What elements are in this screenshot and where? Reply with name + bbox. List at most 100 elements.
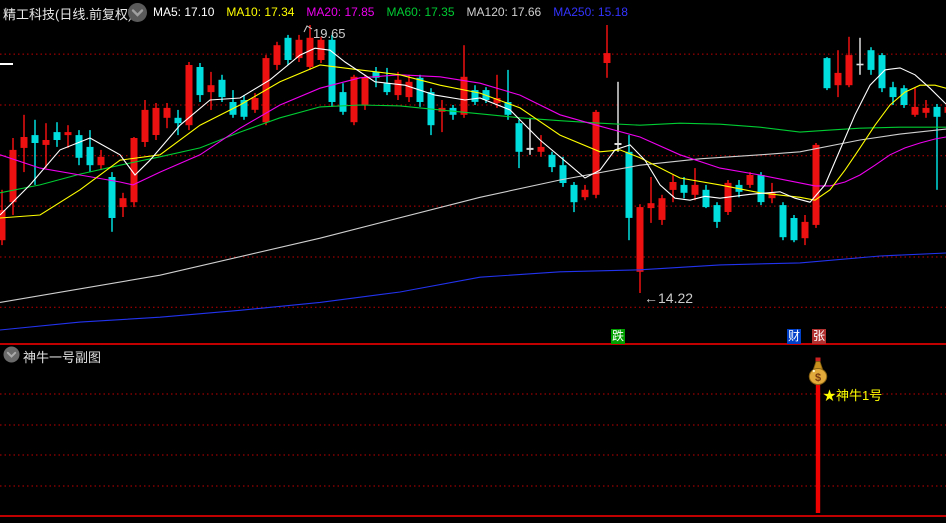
ma-line-ma10 bbox=[0, 64, 946, 219]
candle bbox=[856, 37, 864, 75]
ma-line-ma5 bbox=[0, 47, 946, 216]
candle bbox=[944, 106, 946, 113]
ma-line-ma60 bbox=[0, 104, 946, 194]
candle bbox=[669, 175, 677, 203]
ma-readout-ma10: MA10: 17.34 bbox=[226, 5, 295, 19]
candle bbox=[163, 103, 171, 129]
candle bbox=[174, 109, 182, 136]
indicator-badge: 财 bbox=[787, 329, 802, 344]
candle bbox=[768, 182, 776, 204]
candle bbox=[240, 95, 248, 120]
candle bbox=[625, 135, 633, 241]
candle bbox=[361, 74, 369, 110]
candle bbox=[647, 177, 655, 223]
ma-readout-row: MA5: 17.10 MA10: 17.34 MA20: 17.85 MA60: 17… bbox=[153, 5, 628, 19]
candle bbox=[559, 156, 567, 187]
chevron-down-icon[interactable] bbox=[127, 2, 148, 23]
candle bbox=[922, 100, 930, 118]
candle bbox=[746, 172, 754, 188]
candle bbox=[889, 81, 897, 105]
sub-chart-canvas[interactable]: $★神牛1号 bbox=[0, 345, 946, 523]
candle bbox=[493, 74, 501, 108]
candle bbox=[581, 184, 589, 201]
candle bbox=[31, 119, 39, 185]
candle bbox=[801, 215, 809, 246]
candle bbox=[97, 149, 105, 171]
candle bbox=[284, 34, 292, 65]
candle bbox=[504, 69, 512, 120]
ma-line-ma120 bbox=[0, 128, 946, 303]
indicator-badge: 跌 bbox=[611, 329, 626, 344]
candle bbox=[64, 125, 72, 148]
candle bbox=[405, 74, 413, 102]
candle bbox=[790, 215, 798, 243]
ma-line-ma250 bbox=[0, 252, 946, 331]
candle bbox=[185, 62, 193, 131]
subchart-title[interactable]: 神牛一号副图 bbox=[23, 350, 102, 365]
candle bbox=[515, 119, 523, 169]
ma-readout-ma5: MA5: 17.10 bbox=[153, 5, 215, 19]
ma-readout-ma20: MA20: 17.85 bbox=[306, 5, 375, 19]
candle bbox=[438, 100, 446, 133]
candle bbox=[900, 85, 908, 108]
candle bbox=[845, 36, 853, 88]
candle bbox=[779, 202, 787, 241]
candle bbox=[152, 103, 160, 140]
bottom-border bbox=[0, 515, 946, 517]
candle bbox=[526, 117, 534, 155]
candle bbox=[933, 104, 941, 190]
signal-bar bbox=[815, 384, 821, 513]
candle bbox=[295, 34, 303, 62]
candle bbox=[658, 194, 666, 225]
candle bbox=[471, 85, 479, 105]
candle bbox=[339, 83, 347, 115]
candle bbox=[427, 88, 435, 136]
ma-readout-ma120: MA120: 17.66 bbox=[466, 5, 542, 19]
signal-label: ★神牛1号 bbox=[823, 388, 882, 403]
candle bbox=[460, 45, 468, 118]
ma-readout-ma60: MA60: 17.35 bbox=[386, 5, 455, 19]
ma-readout-ma250: MA250: 15.18 bbox=[553, 5, 628, 19]
stock-title: 精工科技(日线.前复权) bbox=[3, 7, 133, 22]
high-marker bbox=[303, 25, 313, 33]
svg-text:$: $ bbox=[815, 372, 821, 384]
candle bbox=[350, 74, 358, 126]
main-chart-canvas[interactable]: 19.65 ←14.22 bbox=[0, 25, 946, 345]
candle bbox=[53, 122, 61, 147]
candle bbox=[603, 25, 611, 78]
candle bbox=[713, 202, 721, 228]
candle bbox=[834, 50, 842, 98]
candle bbox=[306, 25, 314, 70]
low-annotation: ←14.22 bbox=[644, 290, 693, 306]
candle bbox=[867, 47, 875, 75]
candle bbox=[229, 90, 237, 118]
candle bbox=[449, 105, 457, 120]
chevron-down-icon[interactable] bbox=[3, 346, 20, 363]
candle bbox=[207, 71, 215, 110]
candle bbox=[328, 34, 336, 107]
main-chart-header: 精工科技(日线.前复权) MA5: 17.10 MA10: 17.34 MA20: … bbox=[0, 0, 946, 25]
candle bbox=[757, 172, 765, 206]
candle bbox=[823, 57, 831, 91]
candle bbox=[42, 123, 50, 169]
indicator-badge: 张 bbox=[812, 329, 827, 344]
candle bbox=[130, 137, 138, 208]
candle bbox=[614, 81, 622, 152]
candle bbox=[394, 71, 402, 100]
panel-separator bbox=[0, 343, 946, 345]
candle bbox=[273, 41, 281, 70]
candle bbox=[548, 151, 556, 173]
ma-line-ma20 bbox=[0, 74, 946, 187]
candle bbox=[680, 177, 688, 199]
money-bag-icon: $ bbox=[808, 357, 828, 385]
candle bbox=[383, 67, 391, 96]
candle bbox=[196, 63, 204, 102]
candle bbox=[119, 192, 127, 217]
candle bbox=[911, 87, 919, 117]
candle bbox=[218, 74, 226, 102]
candle bbox=[108, 172, 116, 232]
candle bbox=[317, 36, 325, 63]
high-annotation: 19.65 bbox=[313, 26, 346, 41]
candle bbox=[537, 135, 545, 157]
